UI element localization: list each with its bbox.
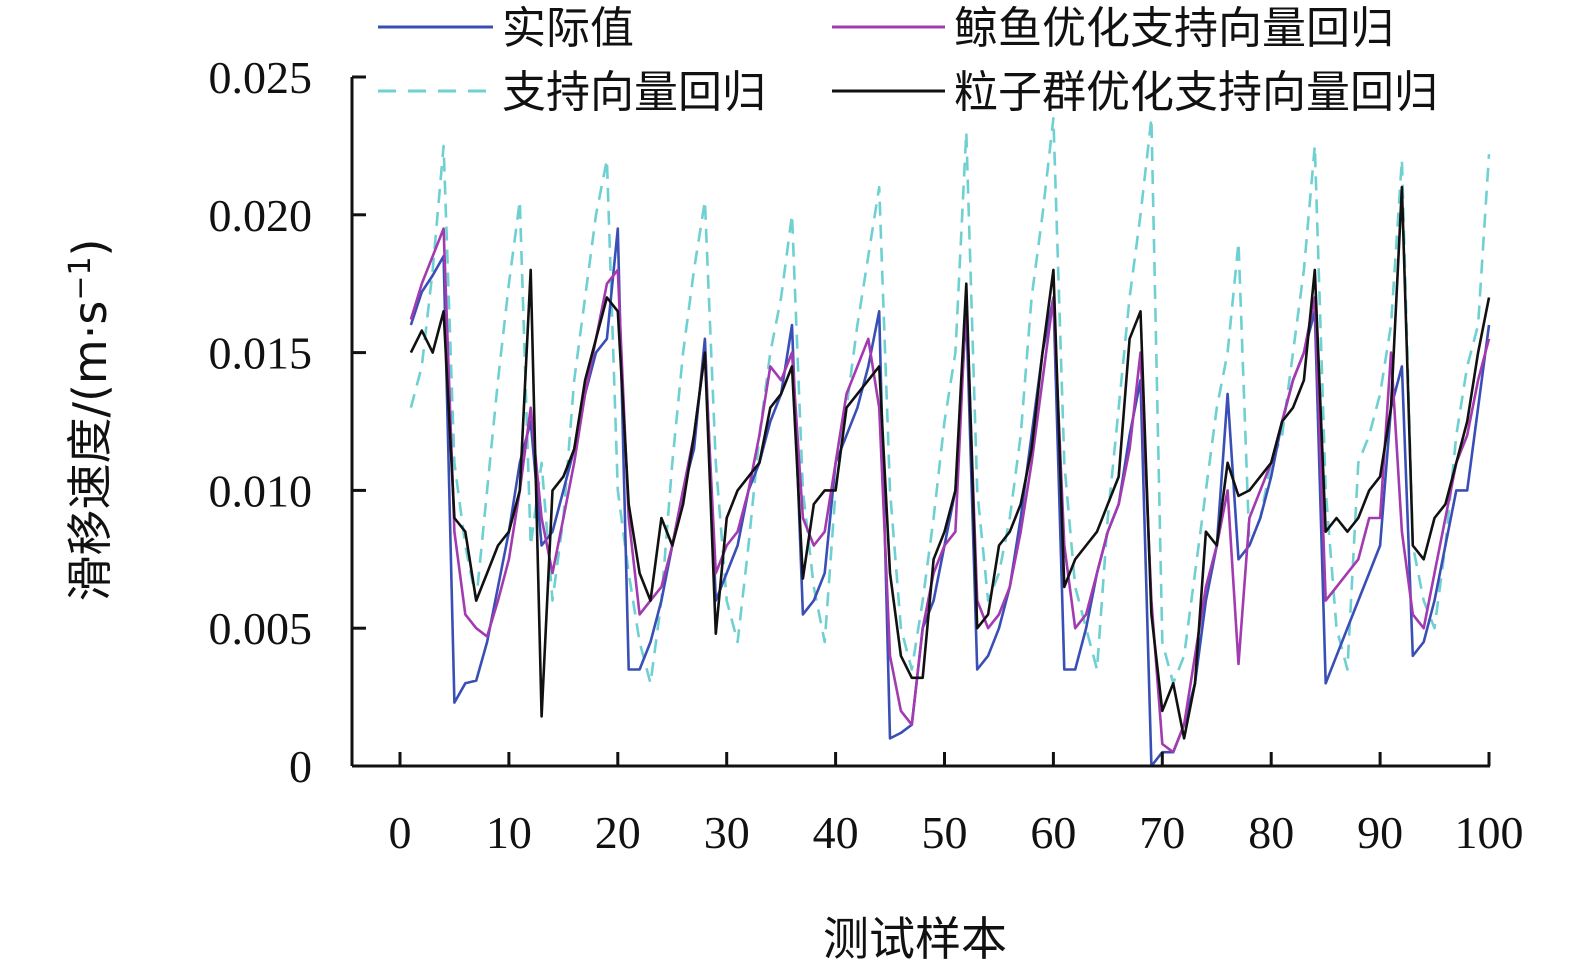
x-tick-label: 60 <box>1030 807 1076 858</box>
x-tick-label: 40 <box>813 807 859 858</box>
y-tick-label: 0.015 <box>209 328 313 379</box>
y-axis-title-text: 滑移速度/(m·s <box>63 301 117 602</box>
x-tick-label: 90 <box>1357 807 1403 858</box>
legend-label-pso-svr: 粒子群优化支持向量回归 <box>954 67 1438 118</box>
y-tick-label: 0.010 <box>209 465 313 516</box>
y-tick-label: 0 <box>289 741 312 792</box>
x-tick-label: 20 <box>595 807 641 858</box>
y-tick-label: 0.020 <box>209 190 313 241</box>
x-tick-label: 100 <box>1455 807 1524 858</box>
x-tick-label: 30 <box>704 807 750 858</box>
y-axis-title-close: ) <box>63 238 117 256</box>
x-tick-label: 50 <box>922 807 968 858</box>
legend-label-woa-svr: 鲸鱼优化支持向量回归 <box>954 3 1394 54</box>
y-ticks: 0 0.005 0.010 0.015 0.020 0.025 <box>209 52 366 792</box>
series-actual-line <box>409 227 1491 768</box>
y-tick-label: 0.005 <box>209 603 313 654</box>
series-svr-line <box>409 117 1491 685</box>
series-pso-svr-line <box>409 185 1491 740</box>
x-axis-title: 测试样本 <box>823 912 1007 966</box>
x-tick-label: 0 <box>389 807 412 858</box>
legend: 实际值 鲸鱼优化支持向量回归 支持向量回归 粒子群优化支持向量回归 <box>378 3 1438 118</box>
series-lines <box>409 117 1491 768</box>
y-tick-label: 0.025 <box>209 52 313 103</box>
y-axis-title: 滑移速度/(m·s−1) <box>63 238 117 601</box>
axes <box>350 77 1490 768</box>
y-axis-title-exponent: −1 <box>63 256 98 300</box>
legend-label-actual: 实际值 <box>502 3 634 54</box>
x-tick-label: 10 <box>486 807 532 858</box>
x-ticks: 0 10 20 30 40 50 60 70 80 90 100 <box>389 752 1524 858</box>
x-tick-label: 80 <box>1248 807 1294 858</box>
x-tick-label: 70 <box>1139 807 1185 858</box>
legend-label-svr: 支持向量回归 <box>502 67 766 118</box>
series-woa-svr-line <box>409 227 1491 754</box>
